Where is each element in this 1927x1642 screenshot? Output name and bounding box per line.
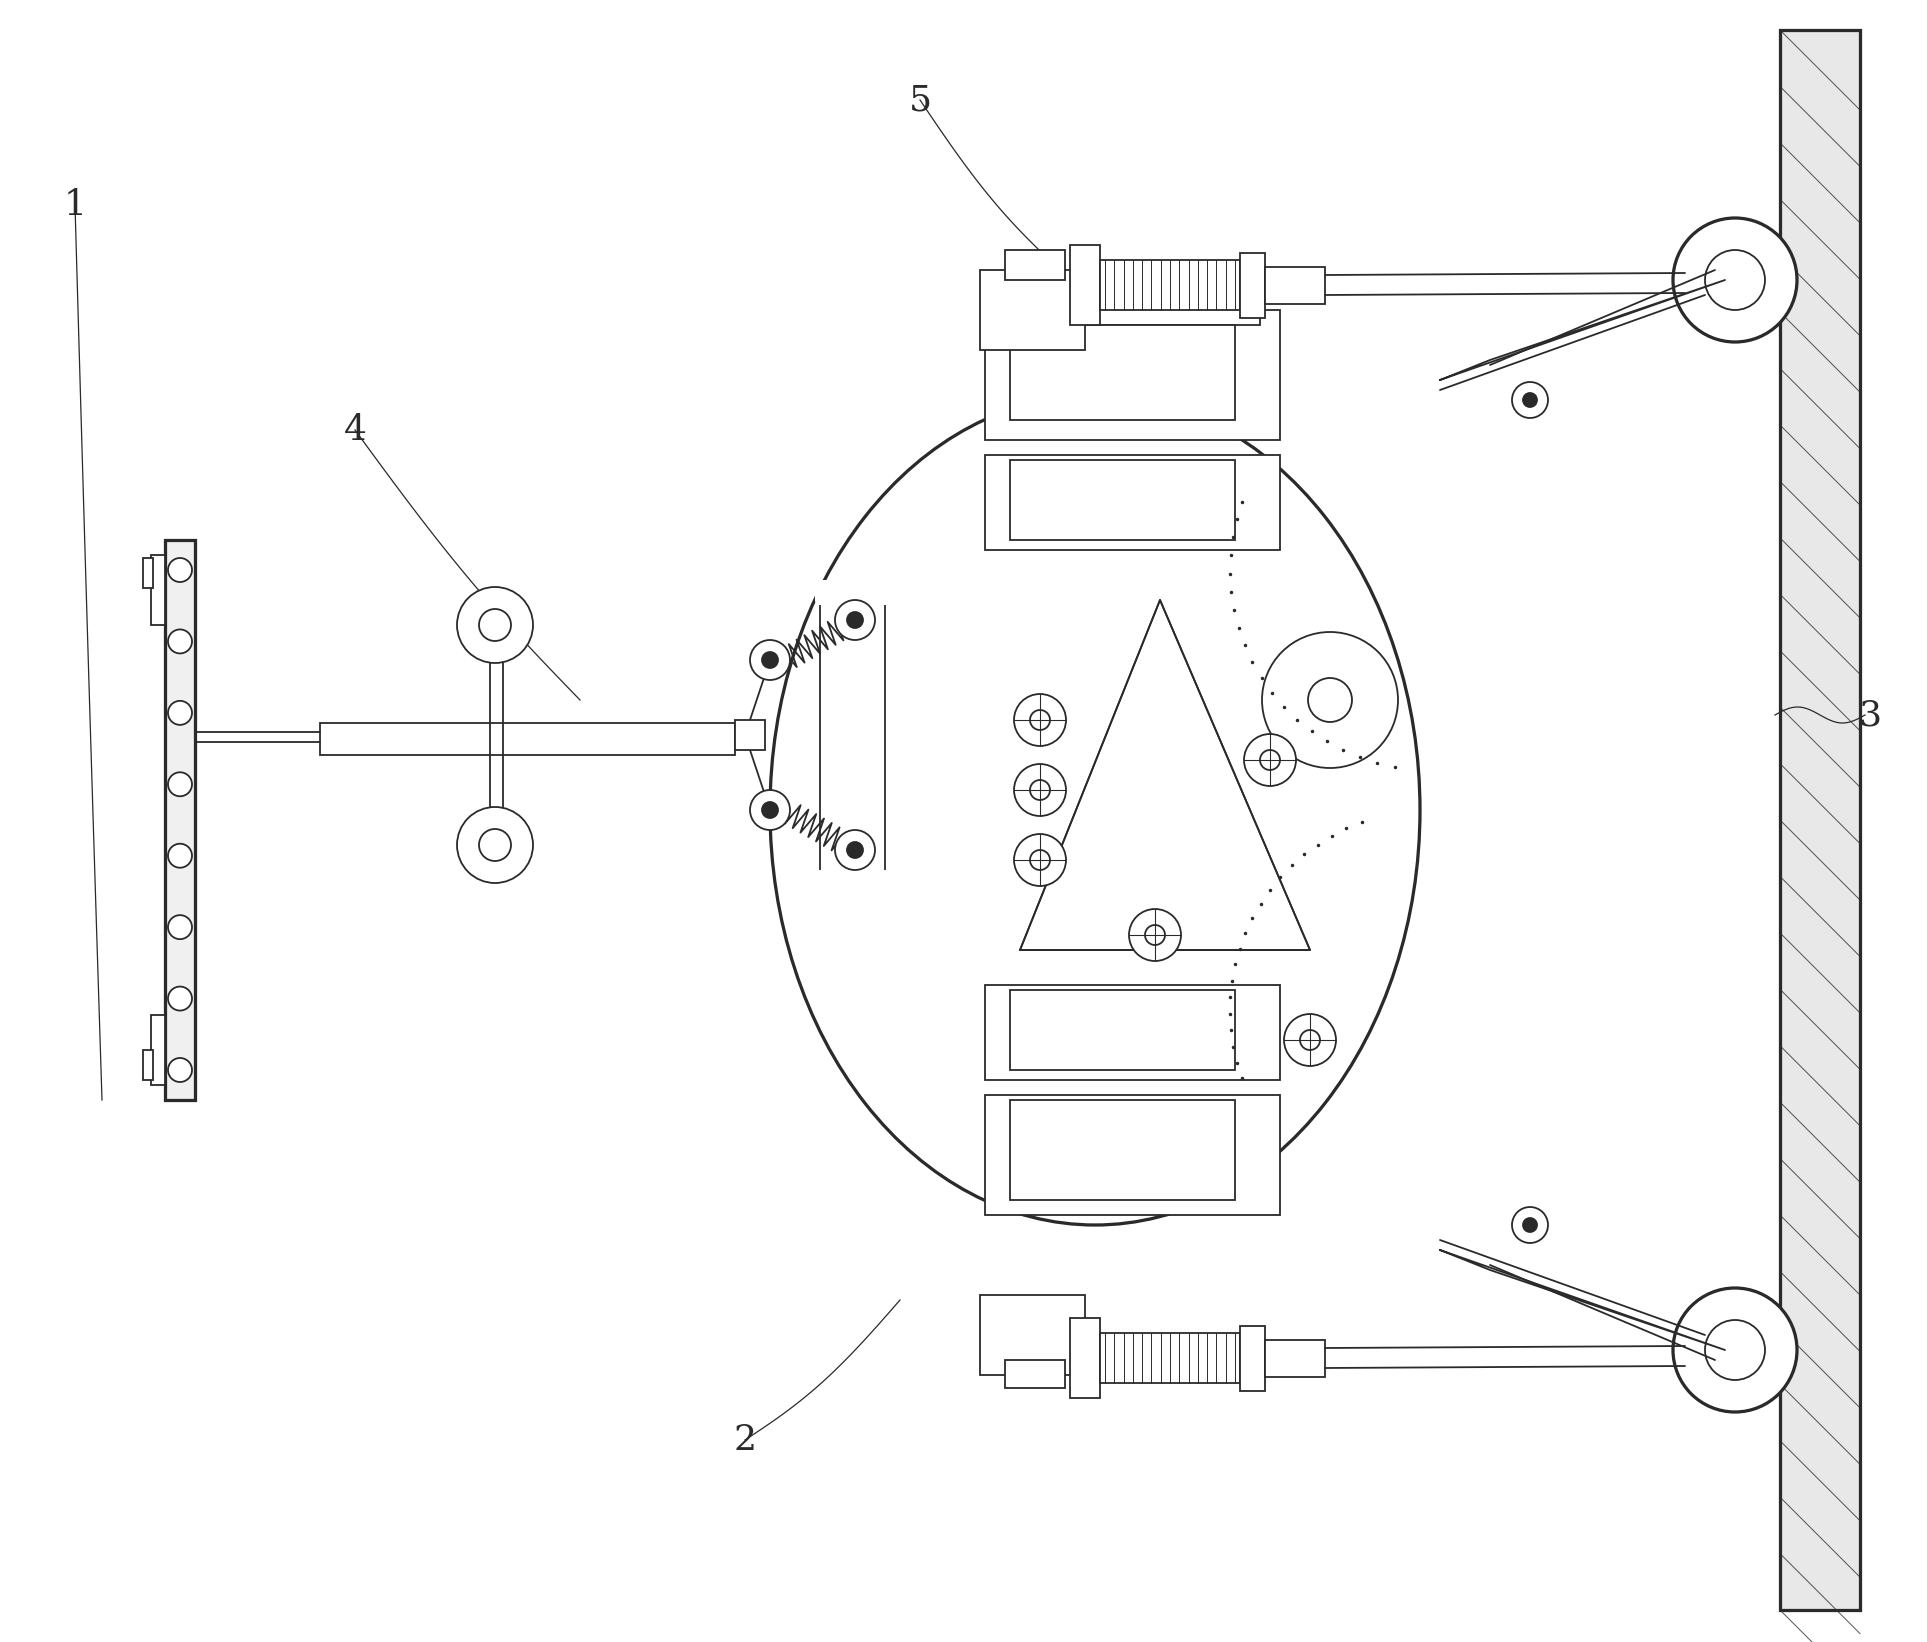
Text: 3: 3 xyxy=(1858,698,1881,732)
Circle shape xyxy=(168,772,193,796)
Circle shape xyxy=(1145,924,1166,946)
Bar xyxy=(1264,1340,1326,1378)
Circle shape xyxy=(1031,780,1050,800)
Bar xyxy=(1010,460,1235,540)
Circle shape xyxy=(750,790,790,829)
Bar xyxy=(1239,1327,1264,1391)
Circle shape xyxy=(834,829,875,870)
Bar xyxy=(150,1015,166,1085)
Circle shape xyxy=(761,652,779,668)
Circle shape xyxy=(1513,383,1547,419)
Bar xyxy=(1010,325,1235,420)
Circle shape xyxy=(1522,392,1538,407)
Circle shape xyxy=(1245,734,1297,787)
Circle shape xyxy=(168,915,193,939)
Circle shape xyxy=(1262,632,1397,768)
Bar xyxy=(150,555,166,626)
Bar xyxy=(985,1095,1280,1215)
Circle shape xyxy=(480,609,511,640)
Circle shape xyxy=(168,629,193,654)
Bar xyxy=(1069,245,1100,325)
Circle shape xyxy=(1705,250,1765,310)
Circle shape xyxy=(1308,678,1353,722)
Circle shape xyxy=(168,844,193,867)
Bar xyxy=(1010,990,1235,1071)
Circle shape xyxy=(1673,218,1798,342)
Bar xyxy=(1781,30,1860,1611)
Ellipse shape xyxy=(771,396,1420,1225)
Bar xyxy=(143,1049,152,1080)
Circle shape xyxy=(1673,1287,1798,1412)
Text: 1: 1 xyxy=(64,187,87,222)
Circle shape xyxy=(457,586,534,663)
Bar xyxy=(1006,250,1066,281)
Bar xyxy=(1010,1100,1235,1200)
Circle shape xyxy=(834,599,875,640)
Bar xyxy=(985,985,1280,1080)
Polygon shape xyxy=(1019,599,1310,951)
Bar xyxy=(981,1296,1085,1374)
Circle shape xyxy=(480,829,511,860)
Bar xyxy=(1239,253,1264,319)
Bar xyxy=(985,310,1280,440)
Circle shape xyxy=(1031,709,1050,731)
Circle shape xyxy=(1031,851,1050,870)
Circle shape xyxy=(1705,1320,1765,1379)
Text: 2: 2 xyxy=(734,1424,757,1456)
Circle shape xyxy=(848,842,863,859)
Circle shape xyxy=(168,1057,193,1082)
Bar xyxy=(166,540,195,1100)
Circle shape xyxy=(1522,1218,1538,1232)
Circle shape xyxy=(1283,1015,1335,1066)
Circle shape xyxy=(1014,695,1066,745)
Bar xyxy=(1100,259,1239,310)
Bar xyxy=(734,719,765,750)
Circle shape xyxy=(1014,834,1066,887)
Text: 5: 5 xyxy=(908,84,931,117)
Text: 4: 4 xyxy=(343,414,366,447)
Circle shape xyxy=(761,801,779,818)
Circle shape xyxy=(750,640,790,680)
Circle shape xyxy=(457,806,534,883)
Circle shape xyxy=(168,987,193,1010)
Circle shape xyxy=(168,701,193,724)
Circle shape xyxy=(168,558,193,581)
Circle shape xyxy=(1014,764,1066,816)
FancyBboxPatch shape xyxy=(815,870,890,895)
Circle shape xyxy=(1301,1030,1320,1049)
Bar xyxy=(981,269,1085,350)
Circle shape xyxy=(848,612,863,627)
Bar xyxy=(1006,296,1260,325)
FancyBboxPatch shape xyxy=(815,580,890,604)
Bar xyxy=(1100,1333,1239,1383)
Bar xyxy=(320,722,734,755)
Bar xyxy=(143,558,152,588)
Bar xyxy=(821,589,884,880)
Bar xyxy=(985,455,1280,550)
Circle shape xyxy=(1513,1207,1547,1243)
Bar xyxy=(1264,268,1326,304)
Bar xyxy=(1006,1360,1066,1387)
Circle shape xyxy=(1260,750,1280,770)
Circle shape xyxy=(1129,910,1181,961)
Bar xyxy=(1069,1319,1100,1397)
